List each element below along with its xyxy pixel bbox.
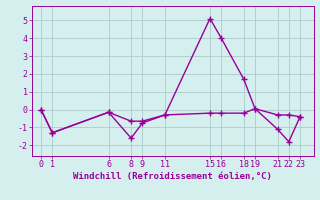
X-axis label: Windchill (Refroidissement éolien,°C): Windchill (Refroidissement éolien,°C) xyxy=(73,172,272,181)
